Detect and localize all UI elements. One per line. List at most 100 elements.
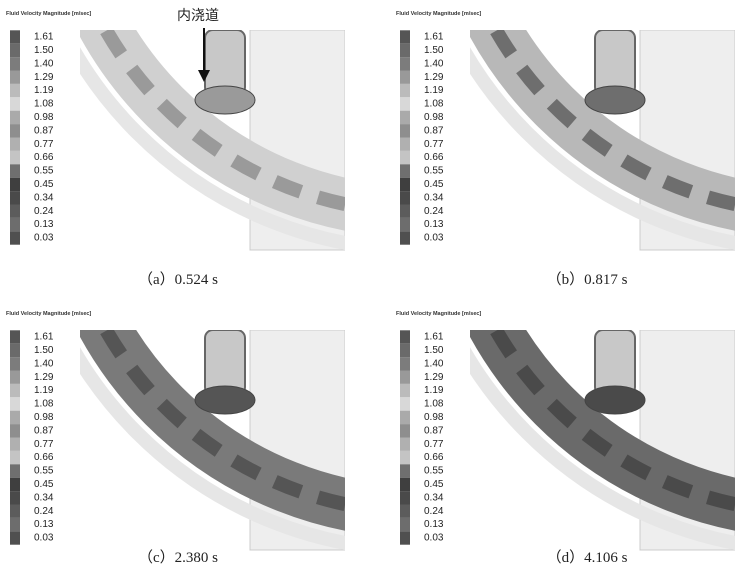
gate [585,86,645,114]
legend-swatch [400,164,410,177]
figure: Fluid Velocity Magnitude [m/sec] 1.61 1.50… [0,0,750,572]
legend-value: 0.13 [34,219,54,230]
legend-value: 0.24 [424,206,444,217]
caption: （d）4.106 s [547,549,628,566]
legend-value: 1.19 [424,385,444,396]
legend-swatch [400,464,410,477]
legend-value: 1.61 [424,32,444,43]
legend-value: 0.66 [424,152,444,163]
caption: （c）2.380 s [138,549,218,566]
legend-swatch [10,397,20,410]
legend-swatch [10,44,20,57]
legend-value: 1.08 [424,399,444,410]
legend-swatch [10,205,20,218]
legend-swatch [400,124,410,137]
legend-value: 1.08 [424,99,444,110]
legend-value: 1.40 [34,58,54,69]
panel: Fluid Velocity Magnitude [m/sec]1.611.50… [396,0,750,250]
caption: （a）0.524 s [138,271,218,288]
legend-swatch [10,71,20,84]
legend-value: 0.77 [34,139,54,150]
legend-value: 0.03 [424,533,444,544]
legend-swatch [400,491,410,504]
legend-value: 0.77 [424,139,444,150]
legend-value: 0.34 [424,192,444,203]
annotation-label: 内浇道 [177,8,219,24]
legend-swatch [400,371,410,384]
legend-title: Fluid Velocity Magnitude [m/sec] [396,311,481,317]
legend-swatch [10,505,20,518]
legend-value: 0.98 [424,112,444,123]
legend-value: 0.87 [34,425,54,436]
legend-swatch [10,424,20,437]
legend-value: 0.66 [424,452,444,463]
legend-swatch [10,464,20,477]
legend-value: 0.55 [424,166,444,177]
legend-swatch [400,30,410,43]
legend-value: 0.55 [34,166,54,177]
legend-value: 0.66 [34,452,54,463]
sprue [595,330,635,395]
legend-swatch [400,191,410,204]
legend-value: 1.50 [424,45,444,56]
legend-swatch [400,344,410,357]
gate [195,386,255,414]
legend-swatch [10,164,20,177]
legend-swatch [400,424,410,437]
legend-swatch [10,111,20,124]
legend-swatch [400,330,410,343]
legend-title: Fluid Velocity Magnitude [m/sec] [6,311,91,317]
legend-swatch [10,178,20,191]
legend-swatch [10,344,20,357]
gate [585,386,645,414]
legend-value: 1.29 [424,72,444,83]
legend-swatch [10,191,20,204]
legend-value: 0.13 [34,519,54,530]
legend-title: Fluid Velocity Magnitude [m/sec] [6,11,91,17]
caption: （b）0.817 s [547,271,628,288]
legend-value: 0.45 [34,479,54,490]
sprue [595,30,635,95]
legend-swatch [400,111,410,124]
legend-swatch [10,218,20,231]
legend-swatch [400,71,410,84]
legend-swatch [400,505,410,518]
legend-value: 1.19 [424,85,444,96]
legend-value: 0.03 [424,233,444,244]
legend-swatch [10,97,20,110]
legend-value: 0.55 [424,466,444,477]
legend-swatch [400,84,410,97]
legend-value: 1.19 [34,85,54,96]
legend-value: 0.24 [34,206,54,217]
legend-value: 1.40 [424,58,444,69]
legend-value: 0.55 [34,466,54,477]
legend-swatch [10,411,20,424]
legend-swatch [10,491,20,504]
legend-value: 0.98 [34,412,54,423]
simulation-image [410,0,750,250]
legend-swatch [400,384,410,397]
legend-swatch [10,371,20,384]
legend-swatch [10,518,20,531]
legend-swatch [400,438,410,451]
legend-swatch [400,397,410,410]
gate [195,86,255,114]
sprue [205,330,245,395]
legend-swatch [400,411,410,424]
legend-swatch [10,124,20,137]
legend-value: 0.87 [424,425,444,436]
legend-swatch [10,84,20,97]
legend-swatch [400,231,410,244]
legend-value: 0.77 [424,439,444,450]
legend-swatch [400,178,410,191]
legend-value: 1.50 [424,345,444,356]
legend-swatch [400,218,410,231]
legend-value: 0.87 [34,125,54,136]
legend-value: 0.87 [424,125,444,136]
legend-value: 1.29 [34,72,54,83]
legend-swatch [400,451,410,464]
legend-swatch [400,205,410,218]
legend-swatch [10,478,20,491]
legend-value: 1.29 [34,372,54,383]
legend-value: 0.77 [34,439,54,450]
